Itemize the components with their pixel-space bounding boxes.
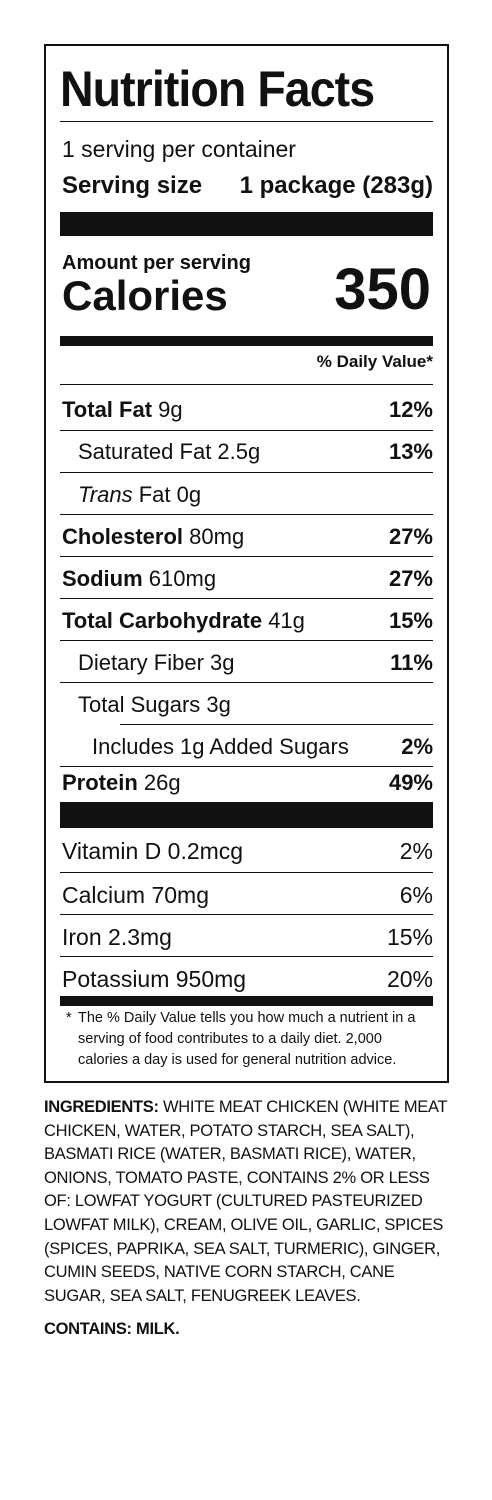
- thick-divider: [60, 802, 433, 828]
- divider: [60, 640, 433, 641]
- vitamin-dv: 15%: [386, 924, 433, 950]
- serving-size-value: 1 package (283g): [239, 172, 433, 199]
- vitamin-row-vitamin-d: Vitamin D 0.2mcg 2%: [60, 830, 433, 870]
- nutrient-name: Total Fat: [62, 397, 153, 422]
- nutrient-dv: 13%: [388, 439, 433, 464]
- serving-size-row: Serving size 1 package (283g): [62, 172, 433, 200]
- vitamin-row-iron: Iron 2.3mg 15%: [60, 916, 433, 956]
- nutrient-dv: 12%: [388, 397, 433, 422]
- vitamin-row-potassium: Potassium 950mg 20%: [60, 958, 433, 998]
- nutrient-row-trans-fat: Trans Fat 0g: [60, 474, 433, 514]
- nutrient-row-cholesterol: Cholesterol 80mg 27%: [60, 516, 433, 556]
- nutrient-dv: 2%: [401, 734, 433, 759]
- medium-divider: [60, 996, 433, 1006]
- nutrient-amount: 610mg: [148, 566, 217, 591]
- thick-divider: [60, 212, 433, 236]
- daily-value-footnote: * The % Daily Value tells you how much a…: [66, 1008, 433, 1071]
- nutrient-row-saturated-fat: Saturated Fat 2.5g 13%: [60, 431, 433, 471]
- nutrition-facts-label: Nutrition Facts 1 serving per container …: [44, 44, 449, 1083]
- label-title: Nutrition Facts: [60, 61, 375, 117]
- nutrient-dv: 15%: [388, 608, 433, 633]
- nutrient-amount: 80mg: [189, 524, 245, 549]
- calories-value: 350: [334, 257, 431, 322]
- footnote-star: *: [66, 1010, 72, 1026]
- ingredients-text: WHITE MEAT CHICKEN (WHITE MEAT CHICKEN, …: [44, 1098, 447, 1305]
- divider: [120, 724, 433, 725]
- vitamin-name: Iron 2.3mg: [62, 924, 172, 950]
- ingredients-statement: INGREDIENTS: WHITE MEAT CHICKEN (WHITE M…: [44, 1096, 454, 1308]
- vitamin-dv: 6%: [399, 882, 433, 908]
- nutrient-name-italic: Trans: [78, 482, 133, 507]
- vitamin-name: Vitamin D 0.2mcg: [62, 838, 244, 864]
- nutrient-name: Total Carbohydrate: [62, 608, 263, 633]
- nutrient-name: Saturated Fat 2.5g: [78, 439, 261, 464]
- nutrient-row-total-sugars: Total Sugars 3g: [60, 684, 433, 724]
- daily-value-header: % Daily Value*: [316, 352, 433, 371]
- divider: [60, 430, 433, 431]
- nutrient-row-protein: Protein 26g 49%: [60, 762, 433, 802]
- divider: [60, 514, 433, 515]
- divider: [60, 472, 433, 473]
- nutrient-row-dietary-fiber: Dietary Fiber 3g 11%: [60, 642, 433, 682]
- divider: [60, 956, 433, 957]
- divider: [60, 598, 433, 599]
- nutrient-row-total-fat: Total Fat 9g 12%: [60, 389, 433, 429]
- medium-divider: [60, 336, 433, 346]
- vitamin-dv: 2%: [399, 838, 433, 864]
- nutrient-row-total-carbohydrate: Total Carbohydrate 41g 15%: [60, 600, 433, 640]
- vitamin-dv: 20%: [386, 966, 433, 992]
- amount-per-serving: Amount per serving: [62, 252, 251, 274]
- nutrient-amount: 9g: [158, 397, 183, 422]
- calories-label: Calories: [62, 272, 228, 319]
- nutrient-dv: 27%: [388, 566, 433, 591]
- divider: [60, 682, 433, 683]
- nutrient-name-rest: Fat 0g: [132, 482, 202, 507]
- divider: [60, 556, 433, 557]
- divider: [60, 914, 433, 915]
- vitamin-name: Potassium 950mg: [62, 966, 247, 992]
- nutrient-name: Includes 1g Added Sugars: [92, 734, 349, 759]
- vitamin-name: Calcium 70mg: [62, 882, 209, 908]
- vitamin-row-calcium: Calcium 70mg 6%: [60, 874, 433, 914]
- nutrient-row-sodium: Sodium 610mg 27%: [60, 558, 433, 598]
- nutrient-name: Dietary Fiber 3g: [78, 650, 235, 675]
- nutrient-name: Cholesterol: [62, 524, 184, 549]
- footnote-text: The % Daily Value tells you how much a n…: [78, 1010, 416, 1068]
- nutrient-name: Total Sugars 3g: [78, 692, 231, 717]
- serving-size-label: Serving size: [62, 172, 203, 199]
- nutrient-dv: 11%: [390, 650, 433, 675]
- servings-per-container: 1 serving per container: [62, 136, 296, 162]
- nutrient-name: Protein: [62, 770, 138, 795]
- nutrient-dv: 27%: [388, 524, 433, 549]
- nutrient-amount: 26g: [143, 770, 181, 795]
- nutrient-dv: 49%: [388, 770, 433, 795]
- divider: [60, 872, 433, 873]
- ingredients-label: INGREDIENTS:: [44, 1098, 159, 1116]
- nutrient-amount: 41g: [268, 608, 305, 633]
- allergen-statement: CONTAINS: MILK.: [44, 1320, 180, 1338]
- nutrient-name: Sodium: [62, 566, 143, 591]
- label-inner: Nutrition Facts 1 serving per container …: [60, 46, 433, 1081]
- nutrient-row-added-sugars: Includes 1g Added Sugars 2%: [60, 726, 433, 766]
- divider: [60, 766, 433, 767]
- divider: [60, 121, 433, 122]
- divider: [60, 384, 433, 385]
